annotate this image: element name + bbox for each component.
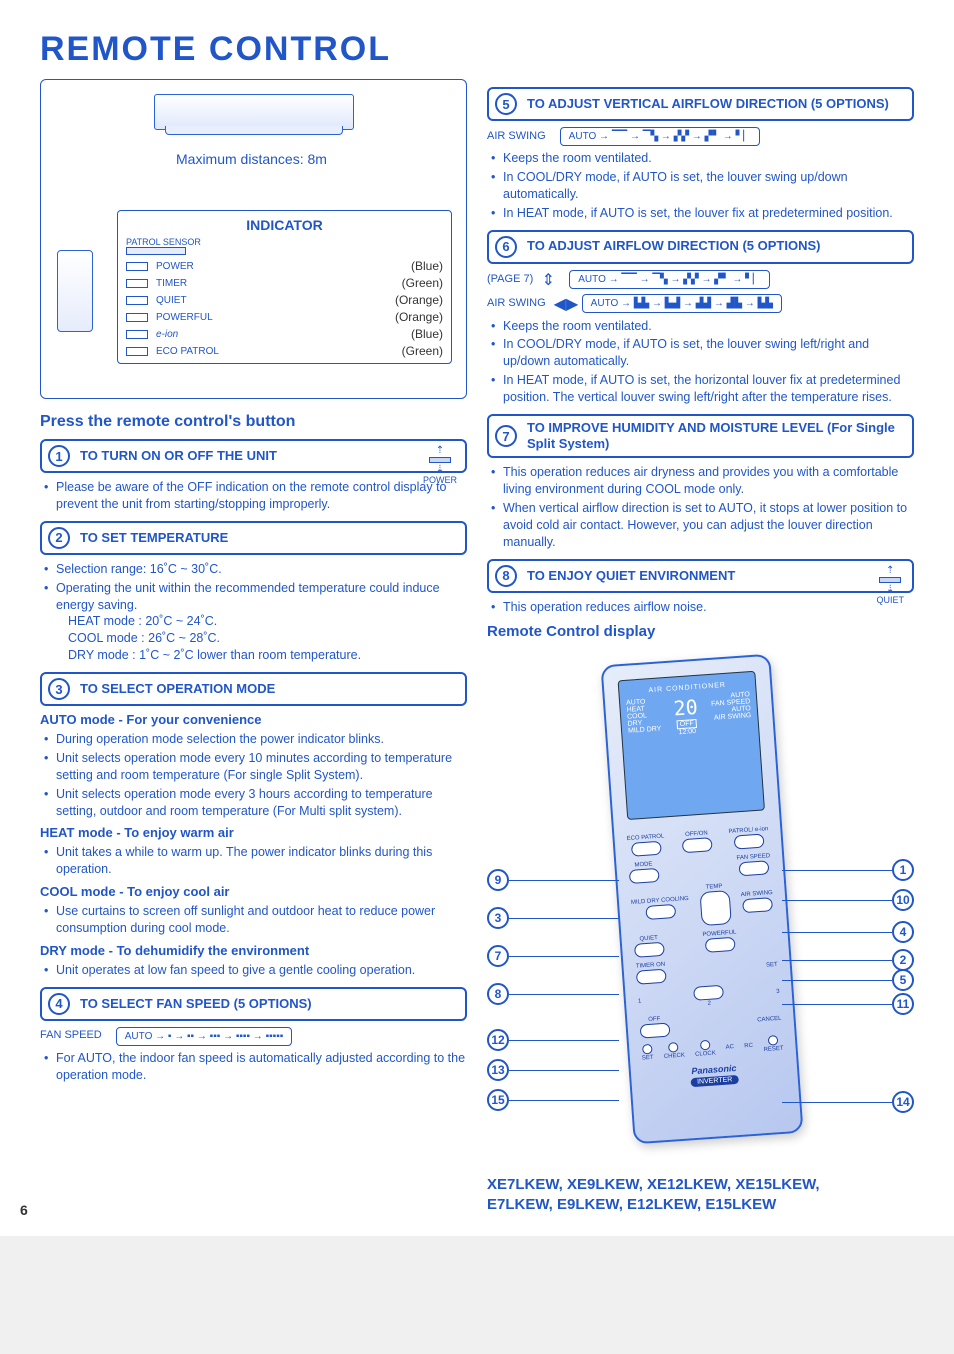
- section-1-title: TO TURN ON OR OFF THE UNIT: [80, 448, 277, 464]
- ac-unit-illustration: [154, 94, 354, 130]
- section-3-title: TO SELECT OPERATION MODE: [80, 681, 275, 697]
- indicator-row: QUIET(Orange): [126, 293, 443, 307]
- indicator-row: POWERFUL(Orange): [126, 310, 443, 324]
- patrol-sensor-label: PATROL SENSOR: [126, 237, 443, 255]
- unit-diagram: Maximum distances: 8m INDICATOR PATROL S…: [40, 79, 467, 399]
- indicator-row: POWER(Blue): [126, 259, 443, 273]
- section-4-title: TO SELECT FAN SPEED (5 OPTIONS): [80, 996, 312, 1012]
- press-heading: Press the remote control's button: [40, 413, 467, 431]
- auto-mode-bullets: During operation mode selection the powe…: [40, 731, 467, 819]
- section-2-box: 2 TO SET TEMPERATURE: [40, 521, 467, 555]
- heat-mode-heading: HEAT mode - To enjoy warm air: [40, 825, 467, 840]
- section-5-title: TO ADJUST VERTICAL AIRFLOW DIRECTION (5 …: [527, 96, 889, 112]
- callout-4: 4: [782, 921, 914, 943]
- section-1-bullets: Please be aware of the OFF indication on…: [40, 479, 467, 513]
- cool-mode-heading: COOL mode - To enjoy cool air: [40, 884, 467, 899]
- callout-8: 8: [487, 983, 619, 1005]
- section-4-number: 4: [48, 993, 70, 1015]
- fan-speed-sequence: AUTO → ▪ → ▪▪ → ▪▪▪ → ▪▪▪▪ → ▪▪▪▪▪: [116, 1027, 293, 1046]
- section-3-number: 3: [48, 678, 70, 700]
- fan-speed-label: FAN SPEED: [40, 1029, 102, 1041]
- updown-icon: ⇕: [541, 270, 555, 290]
- dry-mode-bullets: Unit operates at low fan speed to give a…: [40, 962, 467, 979]
- remote-illustration: AIR CONDITIONER AUTO HEAT COOL DRY MILD …: [487, 649, 914, 1169]
- callout-9: 9: [487, 869, 619, 891]
- section-1-number: 1: [48, 445, 70, 467]
- callout-11: 11: [782, 993, 914, 1015]
- callout-10: 10: [782, 889, 914, 911]
- callout-2: 2: [782, 949, 914, 971]
- section-5-box: 5 TO ADJUST VERTICAL AIRFLOW DIRECTION (…: [487, 87, 914, 121]
- section-8-title: TO ENJOY QUIET ENVIRONMENT: [527, 568, 735, 584]
- air-swing-seq6b: AUTO → ▙▙ → ▙▟ → ▟▟ → ▟▙ → ▙▙: [582, 294, 782, 313]
- remote-display-heading: Remote Control display: [487, 622, 914, 642]
- remote-body: AIR CONDITIONER AUTO HEAT COOL DRY MILD …: [600, 654, 803, 1145]
- section-6-box: 6 TO ADJUST AIRFLOW DIRECTION (5 OPTIONS…: [487, 230, 914, 264]
- right-column: 5 TO ADJUST VERTICAL AIRFLOW DIRECTION (…: [487, 79, 914, 1216]
- cool-mode-bullets: Use curtains to screen off sunlight and …: [40, 903, 467, 937]
- section-6-title: TO ADJUST AIRFLOW DIRECTION (5 OPTIONS): [527, 238, 820, 254]
- page-title: REMOTE CONTROL: [40, 30, 914, 69]
- indicator-row: ECO PATROL(Green): [126, 344, 443, 358]
- section-8-box: 8 TO ENJOY QUIET ENVIRONMENT ⇡ ⇣ QUIET: [487, 559, 914, 593]
- section-5-bullets: Keeps the room ventilated. In COOL/DRY m…: [487, 150, 914, 222]
- section-2-number: 2: [48, 527, 70, 549]
- indicator-panel: INDICATOR PATROL SENSOR POWER(Blue) TIMER…: [117, 210, 452, 364]
- section-3-box: 3 TO SELECT OPERATION MODE: [40, 672, 467, 706]
- section-6-bullets: Keeps the room ventilated. In COOL/DRY m…: [487, 318, 914, 406]
- indicator-title: INDICATOR: [126, 217, 443, 233]
- air-swing-label-5: AIR SWING: [487, 130, 546, 142]
- callout-7: 7: [487, 945, 619, 967]
- callout-1: 1: [782, 859, 914, 881]
- remote-screen: AIR CONDITIONER AUTO HEAT COOL DRY MILD …: [618, 671, 765, 820]
- section-7-bullets: This operation reduces air dryness and p…: [487, 464, 914, 550]
- section-2-title: TO SET TEMPERATURE: [80, 530, 228, 546]
- distance-label: Maximum distances: 8m: [176, 150, 327, 168]
- callout-13: 13: [487, 1059, 619, 1081]
- air-swing-sequence-5: AUTO → ▔▔ → ▔▚ → ▞▞ → ▞▘ → ▘▏: [560, 127, 760, 146]
- section-4-box: 4 TO SELECT FAN SPEED (5 OPTIONS): [40, 987, 467, 1021]
- air-swing-label-6: AIR SWING: [487, 297, 546, 309]
- section-8-number: 8: [495, 565, 517, 587]
- section-8-bullets: This operation reduces airflow noise.: [487, 599, 914, 616]
- callout-12: 12: [487, 1029, 619, 1051]
- callout-5: 5: [782, 969, 914, 991]
- leftright-icon: ◀▶: [554, 294, 568, 314]
- section-1-box: 1 TO TURN ON OR OFF THE UNIT ⇡ ⇣ POWER: [40, 439, 467, 473]
- page-number: 6: [20, 1202, 28, 1218]
- page-ref-6: (PAGE 7): [487, 273, 533, 285]
- auto-mode-heading: AUTO mode - For your convenience: [40, 712, 467, 727]
- section-7-title: TO IMPROVE HUMIDITY AND MOISTURE LEVEL (…: [527, 420, 906, 453]
- dry-mode-heading: DRY mode - To dehumidify the environment: [40, 943, 467, 958]
- indicator-row: e-ion(Blue): [126, 327, 443, 341]
- callout-14: 14: [782, 1091, 914, 1113]
- callout-3: 3: [487, 907, 619, 929]
- section-5-number: 5: [495, 93, 517, 115]
- left-column: Maximum distances: 8m INDICATOR PATROL S…: [40, 79, 467, 1216]
- section-7-box: 7 TO IMPROVE HUMIDITY AND MOISTURE LEVEL…: [487, 414, 914, 459]
- callout-15: 15: [487, 1089, 619, 1111]
- heat-mode-bullets: Unit takes a while to warm up. The power…: [40, 844, 467, 878]
- section-7-number: 7: [495, 425, 517, 447]
- air-swing-seq6a: AUTO → ▔▔ → ▔▚ → ▞▞ → ▞▘ → ▘▏: [569, 270, 769, 289]
- remote-mini-illustration: [57, 250, 93, 332]
- model-list: XE7LKEW, XE9LKEW, XE12LKEW, XE15LKEW, E7…: [487, 1175, 914, 1216]
- section-4-bullets: For AUTO, the indoor fan speed is automa…: [40, 1050, 467, 1084]
- section-2-bullets: Selection range: 16˚C ~ 30˚C. Operating …: [40, 561, 467, 664]
- indicator-row: TIMER(Green): [126, 276, 443, 290]
- section-6-number: 6: [495, 236, 517, 258]
